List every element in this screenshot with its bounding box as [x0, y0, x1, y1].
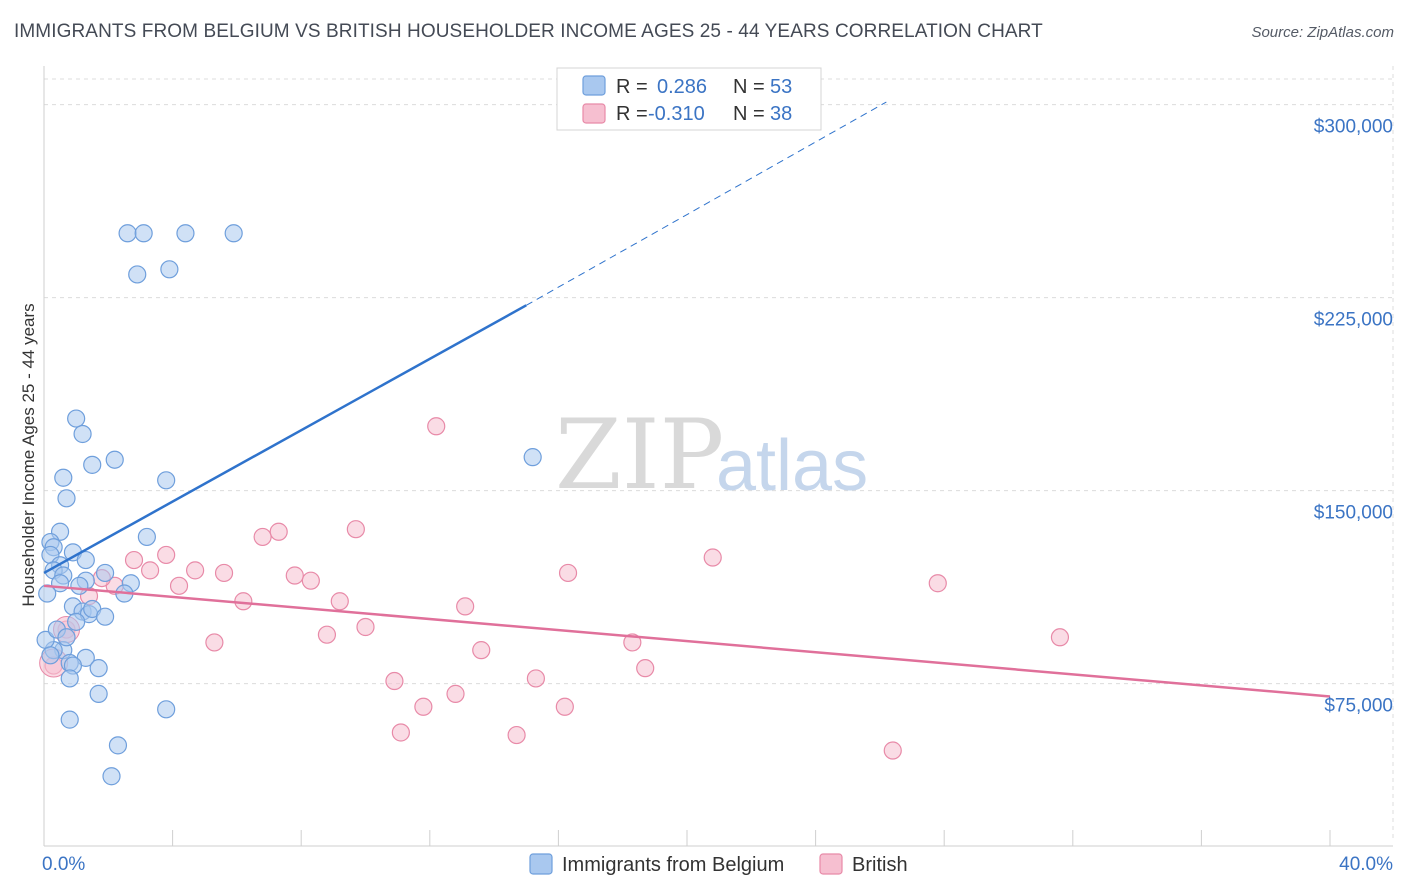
british-point-0 [427, 417, 446, 436]
belgium-point-52 [41, 646, 60, 665]
belgium-point-3 [224, 224, 243, 243]
series-legend: Immigrants from Belgium British [529, 853, 908, 876]
belgium-point-6 [67, 409, 86, 428]
british-point-10 [558, 563, 578, 583]
belgium-trend-extension [526, 101, 887, 306]
series-swatch-belgium [529, 853, 553, 875]
british-point-7 [140, 561, 160, 580]
british-point-13 [169, 576, 189, 595]
belgium-point-4 [128, 265, 147, 284]
y-tick-label-0: $75,000 [1324, 696, 1393, 717]
british-trend-line [43, 584, 1331, 698]
belgium-point-51 [57, 628, 76, 647]
british-point-35 [391, 723, 410, 742]
axes [43, 66, 1393, 847]
belgium-point-47 [102, 767, 121, 786]
legend-r-value-belgium: 0.286 [657, 76, 707, 98]
legend-n-label-british: N = [733, 103, 765, 125]
legend-n-value-british: 38 [770, 103, 792, 125]
belgium-points [36, 224, 542, 786]
source-label: Source: ZipAtlas.com [1251, 24, 1394, 41]
belgium-point-44 [157, 700, 176, 719]
british-point-9 [214, 563, 234, 583]
british-point-26 [472, 641, 491, 660]
british-point-34 [555, 697, 574, 716]
belgium-point-13 [57, 489, 76, 508]
british-point-4 [157, 545, 176, 565]
british-point-32 [446, 684, 465, 703]
y-tick-label-3: $300,000 [1314, 117, 1393, 138]
british-point-8 [186, 561, 205, 580]
belgium-point-50 [67, 612, 86, 631]
legend-n-label-belgium: N = [733, 76, 765, 98]
british-point-27 [636, 659, 655, 678]
british-point-3 [253, 527, 272, 547]
x-tick-label-0: 0.0% [42, 854, 85, 875]
belgium-point-10 [523, 448, 542, 467]
y-tick-label-1: $150,000 [1314, 503, 1393, 524]
legend-r-label-british: R = [616, 103, 648, 125]
x-tick-labels: 0.0% 40.0% [42, 854, 1393, 875]
british-point-2 [269, 522, 288, 541]
watermark: ZIP atlas [555, 399, 868, 511]
belgium-point-9 [83, 455, 102, 474]
belgium-point-2 [176, 224, 195, 243]
y-tick-label-2: $225,000 [1314, 310, 1393, 331]
british-point-25 [1050, 628, 1070, 647]
series-label-belgium: Immigrants from Belgium [562, 854, 784, 876]
british-point-5 [124, 550, 144, 570]
legend-r-value-british: -0.310 [648, 103, 705, 125]
belgium-point-11 [54, 468, 73, 487]
british-point-11 [285, 566, 304, 585]
british-point-1 [346, 520, 365, 539]
british-point-24 [623, 633, 642, 652]
belgium-point-20 [76, 550, 95, 570]
watermark-zip: ZIP [555, 399, 724, 511]
belgium-point-24 [95, 563, 115, 583]
british-point-37 [883, 741, 902, 760]
british-point-12 [301, 571, 320, 590]
belgium-point-15 [137, 527, 156, 547]
legend-n-value-belgium: 53 [770, 76, 792, 98]
trend-lines [43, 101, 1331, 698]
british-point-6 [703, 548, 722, 567]
british-point-19 [456, 597, 475, 616]
legend: R = 0.286 N = 53 R = -0.310 N = 38 [556, 67, 822, 131]
belgium-point-5 [160, 260, 179, 279]
british-point-23 [205, 633, 224, 652]
british-point-18 [330, 592, 349, 611]
series-label-british: British [852, 854, 908, 876]
belgium-point-7 [73, 424, 92, 444]
belgium-point-45 [60, 710, 79, 729]
belgium-point-8 [105, 450, 124, 469]
british-point-30 [385, 671, 404, 691]
legend-r-label-belgium: R = [616, 76, 648, 98]
british-point-36 [507, 725, 526, 745]
belgium-point-0 [118, 224, 137, 243]
british-point-21 [356, 617, 375, 637]
belgium-point-41 [89, 659, 108, 678]
belgium-point-46 [108, 736, 128, 755]
belgium-point-1 [134, 224, 153, 243]
belgium-point-12 [157, 471, 176, 490]
series-swatch-british [819, 853, 843, 875]
british-point-16 [928, 574, 947, 593]
chart-title: IMMIGRANTS FROM BELGIUM VS BRITISH HOUSE… [14, 21, 1043, 42]
belgium-point-43 [89, 684, 108, 703]
legend-swatch-belgium [582, 75, 606, 96]
legend-swatch-british [582, 103, 606, 124]
belgium-point-35 [95, 607, 115, 626]
y-tick-labels: $75,000 $150,000 $225,000 $300,000 [1314, 117, 1393, 717]
y-axis-label: Householder Income Ages 25 - 44 years [19, 303, 38, 606]
belgium-point-27 [70, 576, 89, 595]
watermark-atlas: atlas [716, 426, 868, 506]
british-point-31 [526, 669, 545, 688]
belgium-trend-line [43, 304, 527, 575]
british-point-33 [414, 697, 433, 716]
x-tick-label-1: 40.0% [1339, 854, 1393, 875]
belgium-point-42 [60, 669, 79, 688]
british-point-22 [317, 625, 337, 644]
